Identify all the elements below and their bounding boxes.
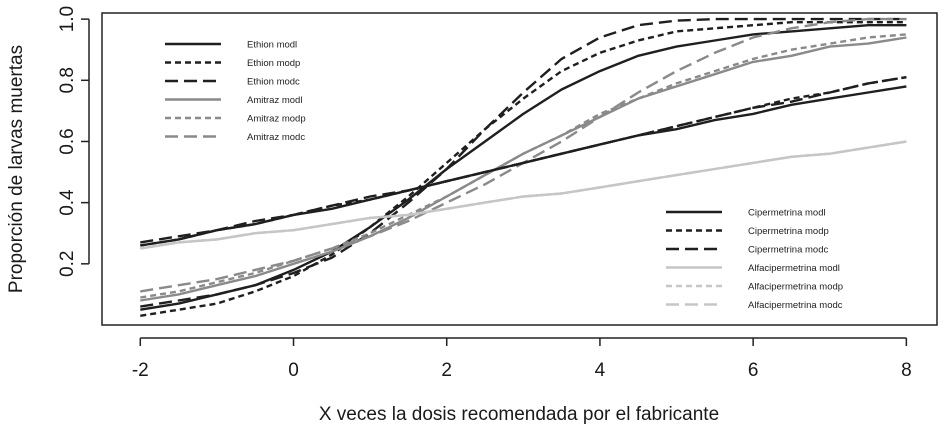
x-axis: -2 0 2 4 6 8 (132, 337, 912, 381)
x-tick-label: 8 (901, 360, 912, 381)
legend-label: Amitraz modl (247, 95, 302, 106)
legend-label: Cipermetrina modp (748, 226, 829, 237)
x-tick-label: -2 (132, 360, 149, 381)
legend-label: Ethion modp (247, 58, 300, 69)
legend-label: Ethion modl (247, 40, 297, 51)
x-tick-label: 4 (595, 360, 606, 381)
series-line-11 (140, 140, 907, 250)
series-line-1 (140, 21, 907, 317)
series-lines (140, 17, 907, 317)
plot-frame (101, 12, 938, 326)
x-axis-title: X veces la dosis recomendada por el fabr… (319, 404, 719, 425)
y-axis-title: Proporción de larvas muertas (6, 45, 27, 293)
legend-label: Alfacipermetrina modp (748, 282, 843, 293)
legend-label: Alfacipermetrina modc (748, 300, 843, 311)
series-line-4 (140, 33, 907, 299)
series-line-8 (140, 76, 907, 244)
x-tick-label: 2 (441, 360, 452, 381)
y-tick-label: 0.2 (57, 251, 78, 277)
x-tick-label: 0 (288, 360, 299, 381)
legend-label: Alfacipermetrina modl (748, 263, 840, 274)
y-axis: 0.2 0.4 0.6 0.8 1.0 (57, 6, 90, 277)
y-tick-label: 0.4 (57, 189, 78, 216)
y-tick-label: 1.0 (57, 6, 78, 32)
y-tick-label: 0.6 (57, 128, 78, 154)
legend-label: Cipermetrina modc (748, 245, 828, 256)
y-tick-label: 0.8 (57, 67, 78, 93)
legend-ethion-amitraz: Ethion modl Ethion modp Ethion modc Amitraz… (165, 40, 306, 143)
legend-label: Ethion modc (247, 77, 300, 88)
legend-label: Cipermetrina modl (748, 208, 826, 219)
legend-label: Amitraz modp (247, 114, 306, 125)
legend-cipermetrina-alfacipermetrina: Cipermetrina modl Cipermetrina modp Ciperm… (666, 208, 843, 311)
x-tick-label: 6 (748, 360, 759, 381)
series-line-2 (140, 17, 907, 308)
legend-label: Amitraz modc (247, 132, 305, 143)
series-line-10 (140, 140, 907, 250)
